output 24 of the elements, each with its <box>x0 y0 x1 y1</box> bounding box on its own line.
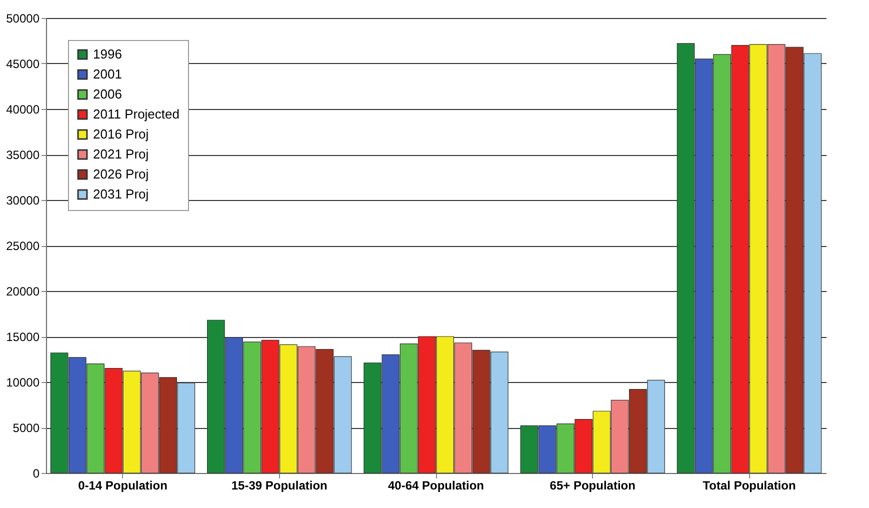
legend-label: 2026 Proj <box>93 166 149 182</box>
legend-label: 2021 Proj <box>93 146 149 162</box>
legend-label: 2006 <box>93 86 122 102</box>
y-tick-label: 0 <box>32 466 40 480</box>
y-tick-label: 5000 <box>12 421 40 435</box>
y-tick-label: 30000 <box>6 194 40 208</box>
legend-label: 2016 Proj <box>93 126 149 142</box>
legend-label: 1996 <box>93 46 122 62</box>
x-tick-label: Total Population <box>702 478 796 492</box>
y-tick-label: 15000 <box>6 330 40 344</box>
legend-label: 2001 <box>93 66 122 82</box>
y-tick-label: 10000 <box>6 376 40 390</box>
y-tick-label: 20000 <box>6 284 40 298</box>
x-tick-label: 40-64 Population <box>388 478 484 492</box>
y-tick-label: 25000 <box>6 239 40 253</box>
x-tick-label: 15-39 Population <box>231 478 328 492</box>
legend-label: 2011 Projected <box>93 106 180 122</box>
y-tick-label: 40000 <box>6 102 40 116</box>
y-tick-label: 45000 <box>6 57 40 71</box>
legend-label: 2031 Proj <box>93 186 149 202</box>
y-tick-label: 35000 <box>6 148 40 162</box>
x-tick-label: 65+ Population <box>550 478 636 492</box>
y-tick-label: 50000 <box>6 12 40 26</box>
x-tick-label: 0-14 Population <box>78 478 168 492</box>
